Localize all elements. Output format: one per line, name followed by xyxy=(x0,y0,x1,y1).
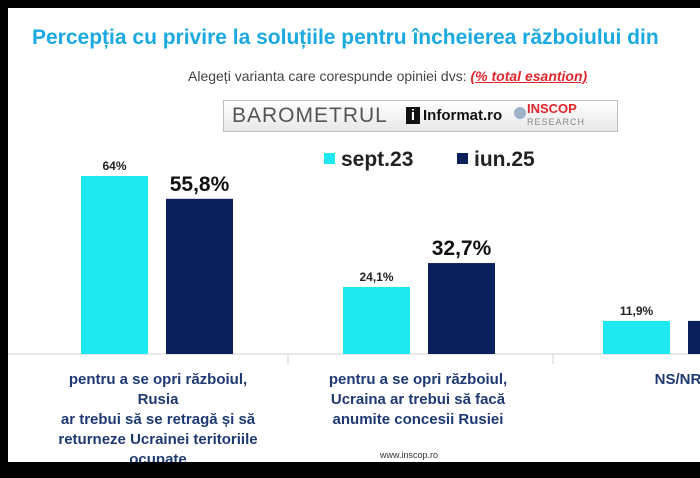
bar-iun25-1 xyxy=(166,198,233,354)
subtitle-text: Alegeți varianta care corespunde opiniei… xyxy=(188,68,471,84)
inscop-text: INSCOP xyxy=(527,101,577,116)
informat-text: Informat xyxy=(423,107,483,124)
subtitle: Alegeți varianta care corespunde opiniei… xyxy=(188,68,587,84)
research-text: RESEARCH xyxy=(527,117,586,127)
data-label-iun25-1: 55,8% xyxy=(170,173,230,196)
bar-iun25-2 xyxy=(428,263,495,354)
source-url: www.inscop.ro xyxy=(380,450,439,460)
legend-item-sept23: sept.23 xyxy=(324,148,413,172)
data-label-iun25-2: 32,7% xyxy=(432,237,492,260)
category-label-line: returneze Ucrainei teritoriile xyxy=(58,431,258,448)
category-label-line: anumite concesii Rusiei xyxy=(332,411,504,428)
category-label-3: NS/NR xyxy=(568,370,700,390)
inscop-logo: INSCOP RESEARCH xyxy=(527,101,586,128)
bar-chart: 64%24,1%11,9%55,8%32,7%1 xyxy=(8,159,700,364)
barometrul-logo: BAROMETRUL xyxy=(232,104,388,127)
slide: Percepția cu privire la soluțiile pentru… xyxy=(8,8,700,462)
inscop-globe-icon xyxy=(514,107,526,119)
category-label-line: NS/NR xyxy=(654,371,700,388)
data-label-sept23-3: 11,9% xyxy=(620,304,654,318)
category-label-1: pentru a se opri războiul, Rusia ar treb… xyxy=(48,370,268,462)
legend-item-iun25: iun.25 xyxy=(457,148,535,172)
legend-swatch-iun25 xyxy=(457,153,468,164)
category-label-line: pentru a se opri războiul, Rusia xyxy=(68,371,248,408)
bar-sept23-3 xyxy=(603,320,670,354)
category-label-line: ocupate xyxy=(129,451,187,462)
legend-label-iun25: iun.25 xyxy=(474,148,535,171)
informat-logo: i Informat.ro xyxy=(406,107,502,124)
category-label-2: pentru a se opri războiul, Ucraina ar tr… xyxy=(308,370,528,430)
legend-label-sept23: sept.23 xyxy=(341,148,414,171)
logo-bar: BAROMETRUL i Informat.ro INSCOP RESEARCH xyxy=(223,100,618,132)
category-label-line: Ucraina ar trebui să facă xyxy=(330,391,506,408)
category-label-line: ar trebui să se retragă și să xyxy=(60,411,256,428)
data-label-sept23-1: 64% xyxy=(102,159,126,173)
bar-sept23-2 xyxy=(343,286,410,354)
bar-sept23-1 xyxy=(81,176,148,354)
legend-swatch-sept23 xyxy=(324,153,335,164)
category-label-line: pentru a se opri războiul, xyxy=(328,371,508,388)
subtitle-note: (% total esantion) xyxy=(470,68,588,84)
informat-suffix: .ro xyxy=(483,107,503,124)
page-title: Percepția cu privire la soluțiile pentru… xyxy=(32,26,659,49)
informat-i-icon: i xyxy=(406,107,420,124)
data-label-sept23-2: 24,1% xyxy=(359,270,393,284)
bar-iun25-3 xyxy=(688,320,700,354)
